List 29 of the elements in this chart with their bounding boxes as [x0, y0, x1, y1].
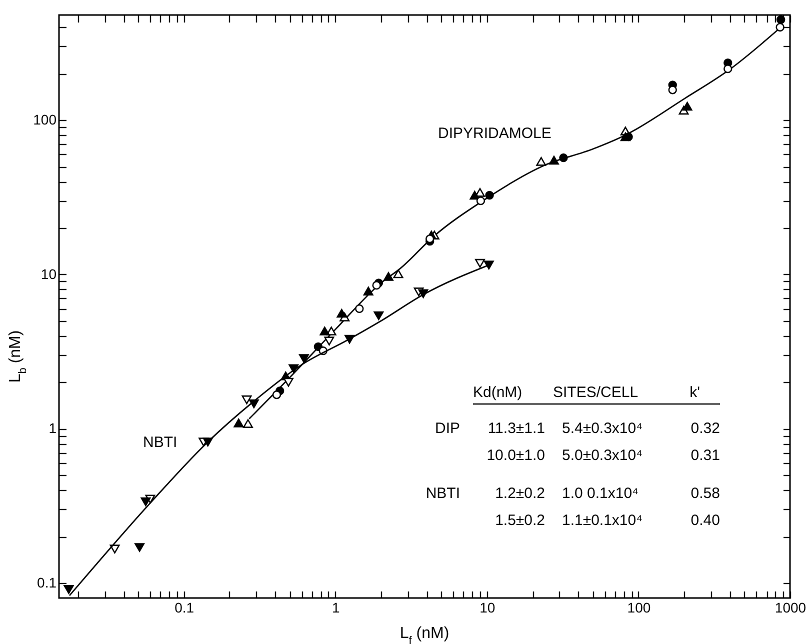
x-tick-label: 100	[627, 600, 651, 616]
y-tick-label: 1	[48, 420, 57, 436]
annotation: DIP	[434, 420, 460, 437]
annotation: 1.1±0.1x10⁴	[562, 512, 643, 529]
annotation: DIPYRIDAMOLE	[438, 125, 552, 142]
y-tick-label: 100	[33, 112, 57, 128]
annotation: 0.58	[690, 485, 720, 502]
annotation: 1.0 0.1x10⁴	[562, 485, 639, 502]
annotation: 1.2±0.2	[495, 485, 545, 502]
annotation: k'	[690, 384, 700, 401]
annotation: 5.4±0.3x10⁴	[562, 420, 643, 437]
annotation: 5.0±0.3x10⁴	[562, 447, 643, 464]
annotation: NBTI	[426, 485, 460, 502]
annotation: 0.31	[690, 447, 720, 464]
y-tick-label: 10	[40, 266, 57, 282]
annotation: SITES/CELL	[553, 384, 638, 401]
x-axis-title: L$_{f}$ (nM)	[400, 625, 450, 644]
y-tick-label: 0.1	[37, 574, 57, 591]
annotation: 0.40	[690, 512, 720, 529]
annotation: 11.3±1.1	[488, 420, 545, 437]
annotation: Kd(nM)	[473, 384, 522, 401]
annotation: NBTI	[143, 434, 178, 451]
x-tick-label: 1	[332, 600, 340, 616]
x-tick-label: 10	[480, 600, 496, 616]
annotation: 10.0±1.0	[486, 447, 545, 464]
annotation: 0.32	[690, 420, 720, 437]
annotation: 1.5±0.2	[495, 512, 545, 529]
x-tick-label: 1000	[774, 600, 806, 616]
x-tick-label: 0.1	[174, 600, 194, 616]
